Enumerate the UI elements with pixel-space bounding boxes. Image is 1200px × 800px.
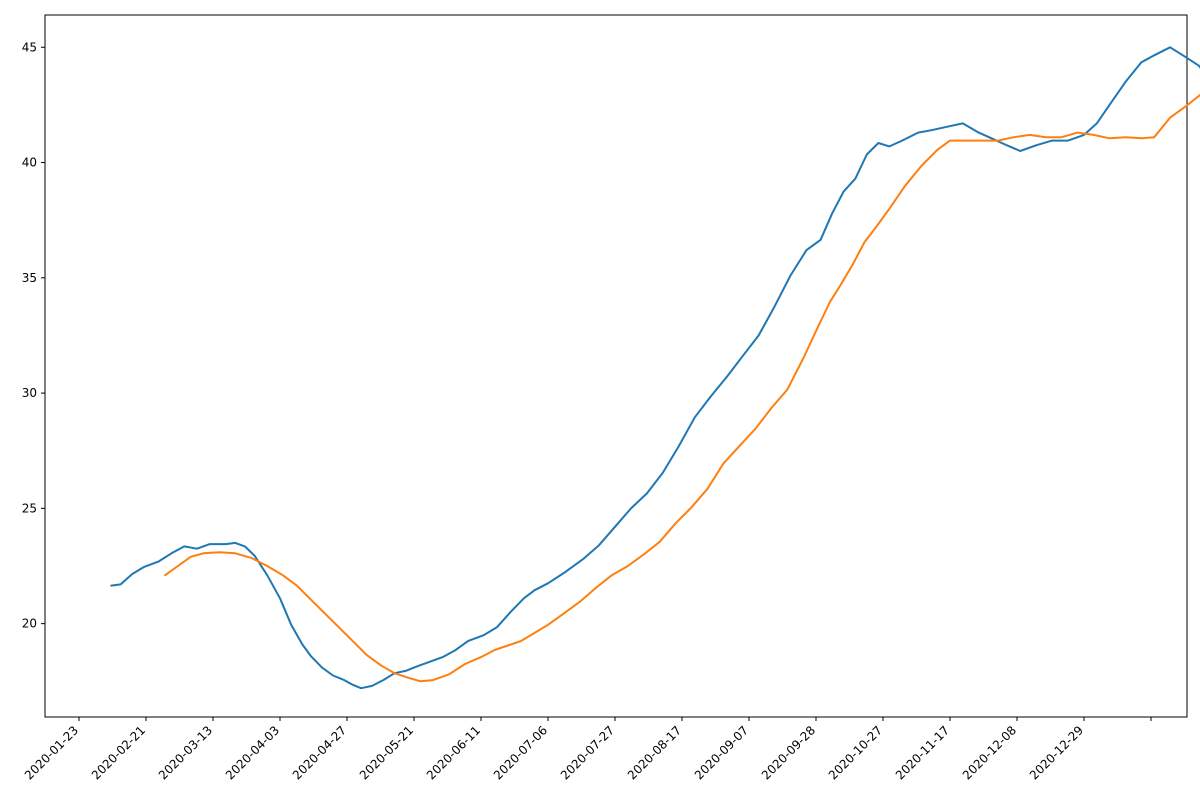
x-tick-label: 2020-09-28	[759, 723, 818, 782]
x-tick-label: 2020-04-03	[223, 723, 282, 782]
y-axis: 20 25 30 35 40 45	[22, 40, 45, 631]
plot-area	[44, 14, 1188, 718]
series-line-2	[164, 93, 1200, 683]
x-tick-label: 2020-12-29	[1027, 723, 1086, 782]
x-tick-label: 2020-10-27	[826, 723, 885, 782]
x-tick-label: 2020-08-17	[625, 723, 684, 782]
y-tick-label: 20	[22, 617, 37, 631]
x-tick-label: 2020-04-27	[290, 723, 349, 782]
y-tick-label: 35	[22, 271, 37, 285]
x-tick-label: 2020-06-11	[424, 723, 483, 782]
x-tick-label: 2020-05-21	[357, 723, 416, 782]
x-tick-label: 2020-07-06	[491, 723, 550, 782]
x-tick-label: 2020-01-23	[22, 723, 81, 782]
x-tick-label: 2020-09-07	[692, 723, 751, 782]
y-tick-label: 45	[22, 40, 37, 54]
y-tick-label: 30	[22, 386, 37, 400]
series-line-1	[110, 46, 1200, 690]
x-tick-label: 2020-12-08	[960, 723, 1019, 782]
x-tick-label: 2020-07-27	[558, 723, 617, 782]
series-layer	[110, 46, 1200, 690]
y-tick-label: 25	[22, 501, 37, 515]
x-tick-label: 2020-02-21	[89, 723, 148, 782]
x-tick-label: 2020-11-17	[893, 723, 952, 782]
x-tick-label: 2020-03-13	[156, 723, 215, 782]
plot-frame	[44, 14, 1188, 718]
x-axis: 2020-01-23 2020-02-21 2020-03-13 2020-04-03…	[22, 717, 1152, 782]
y-tick-label: 40	[22, 156, 37, 170]
